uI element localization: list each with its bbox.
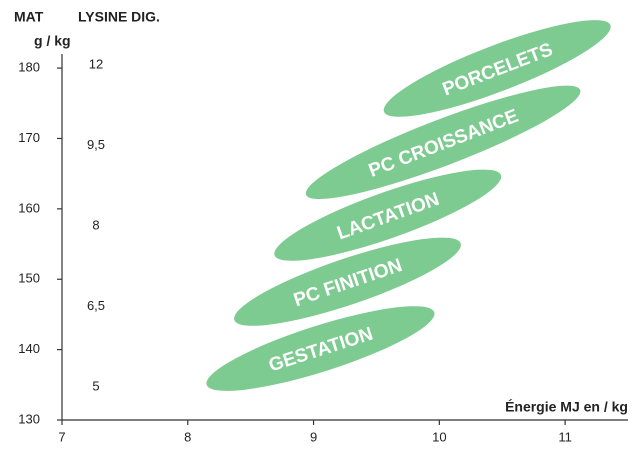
x-axis-label: Énergie MJ en / kg xyxy=(505,399,628,415)
region xyxy=(234,237,461,326)
region xyxy=(305,85,581,199)
x-tick-label: 8 xyxy=(184,429,191,444)
x-tick-label: 9 xyxy=(310,429,317,444)
region xyxy=(383,20,611,117)
y-axis-label: MAT xyxy=(14,9,44,25)
y-axis-unit: g / kg xyxy=(34,33,71,49)
y-tick-label: 170 xyxy=(18,130,40,145)
y2-category-label: 5 xyxy=(92,378,99,393)
x-tick-label: 10 xyxy=(432,429,446,444)
y-tick-label: 150 xyxy=(18,271,40,286)
y-tick-label: 160 xyxy=(18,200,40,215)
y-tick-label: 180 xyxy=(18,60,40,75)
y2-category-label: 8 xyxy=(92,217,99,232)
y-tick-label: 140 xyxy=(18,341,40,356)
x-tick-label: 11 xyxy=(558,429,572,444)
y2-category-label: 6,5 xyxy=(87,298,105,313)
y2-axis-label: LYSINE DIG. xyxy=(78,9,160,25)
y-tick-label: 130 xyxy=(18,411,40,426)
y2-category-label: 9,5 xyxy=(87,137,105,152)
x-tick-label: 7 xyxy=(58,429,65,444)
y2-category-label: 12 xyxy=(89,56,103,71)
region xyxy=(274,169,502,261)
region xyxy=(206,306,435,391)
